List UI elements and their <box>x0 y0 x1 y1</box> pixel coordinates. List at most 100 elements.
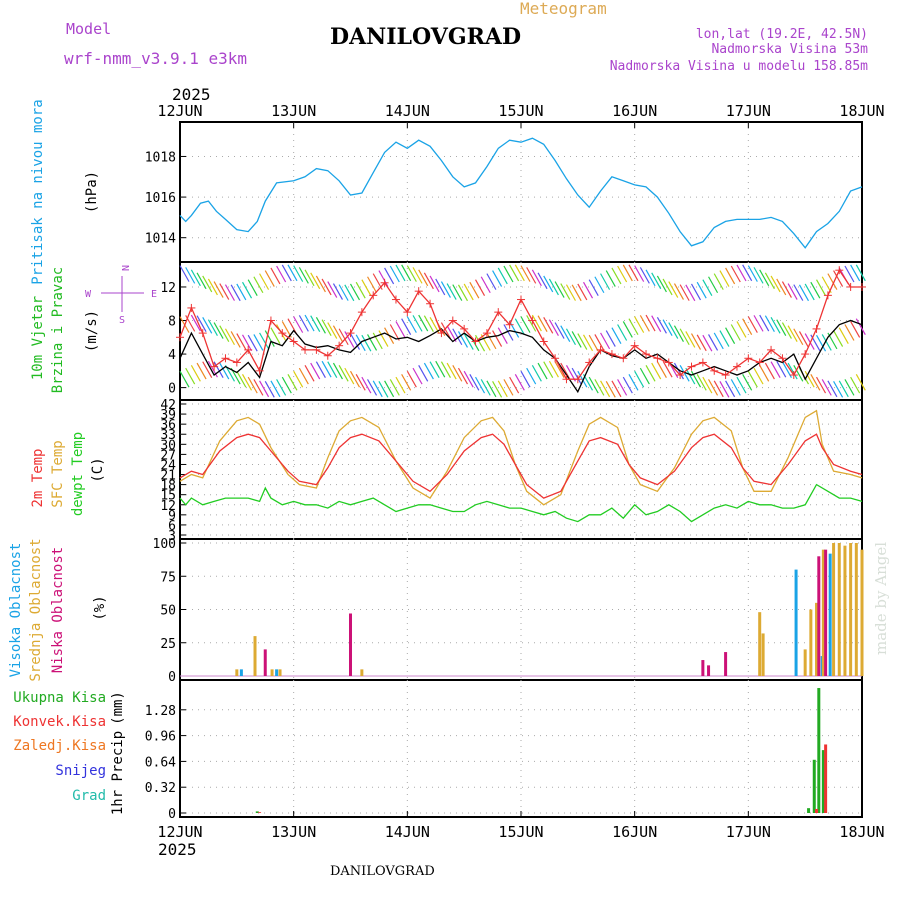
wind-direction-arrow <box>304 365 315 382</box>
wind-direction-arrow <box>412 315 423 332</box>
wind-direction-arrow <box>526 267 537 284</box>
wind-direction-arrow <box>514 374 525 391</box>
wind-direction-arrow <box>531 314 542 332</box>
wind-direction-arrow <box>202 361 213 378</box>
cloud-bar-low <box>701 660 705 676</box>
wind-direction-arrow <box>628 318 639 336</box>
wind-direction-arrow <box>321 278 332 296</box>
wind-direction-arrow <box>327 281 338 298</box>
cloud-bar-low <box>724 652 728 676</box>
pressure-ylabel: Pritisak na nivou mora <box>30 99 46 284</box>
wind-direction-arrow <box>571 367 582 385</box>
wind-direction-arrow <box>264 380 275 398</box>
y-tick-label: 24 <box>160 458 176 473</box>
wind-direction-arrow <box>708 276 719 294</box>
wind-direction-arrow <box>457 284 469 302</box>
bottom-x-tick-label: 17JUN <box>726 823 771 841</box>
wind-direction-arrow <box>645 365 656 382</box>
wind-direction-arrow <box>588 279 599 297</box>
wind-direction-arrow <box>446 362 457 380</box>
wind-direction-arrow <box>605 380 616 398</box>
wind-direction-arrow <box>742 374 753 391</box>
wind-direction-arrow <box>588 376 599 394</box>
wind-direction-arrow <box>770 275 781 293</box>
wind-direction-arrow <box>543 317 554 334</box>
wind-direction-arrow <box>833 270 844 287</box>
wind-direction-arrow <box>713 332 724 350</box>
wind-direction-arrow <box>634 265 645 282</box>
top-x-tick-label: 18JUN <box>839 102 884 120</box>
wind-direction-arrow <box>281 264 292 282</box>
wind-direction-arrow <box>207 278 218 296</box>
wind-speed-line <box>179 319 863 394</box>
wind-direction-arrow <box>645 314 656 332</box>
wind-direction-arrow <box>804 283 815 301</box>
bottom-x-tick-label: 14JUN <box>385 823 430 841</box>
wind-direction-arrow <box>622 264 633 282</box>
cloud-unit: (%) <box>92 595 108 620</box>
y-tick-label: 1.28 <box>145 704 176 719</box>
wind-direction-arrow <box>315 275 326 293</box>
wind-direction-arrow <box>480 276 491 294</box>
wind-direction-arrow <box>628 264 639 282</box>
wind-direction-arrow <box>747 316 758 333</box>
wind-direction-arrow <box>202 275 213 293</box>
y-tick-label: 18 <box>160 479 176 494</box>
wind-direction-arrow <box>708 379 719 396</box>
wind-direction-arrow <box>571 331 582 348</box>
wind-direction-arrow <box>793 284 804 301</box>
wind-direction-arrow <box>816 334 827 352</box>
wind-direction-arrow <box>179 370 190 388</box>
wind-direction-arrow <box>577 283 588 301</box>
wind-direction-arrow <box>207 319 218 336</box>
wind-direction-arrow <box>651 315 662 333</box>
wind-direction-arrow <box>440 361 451 378</box>
wind-direction-arrow <box>492 330 503 347</box>
wind-direction-arrow <box>406 370 417 388</box>
precip-legend: Ukupna Kisa Konvek.Kisa Zaledj.Kisa Snij… <box>13 690 106 804</box>
wind-direction-arrow <box>497 380 508 398</box>
y-tick-label: 15 <box>160 489 176 504</box>
wind-direction-arrow <box>776 278 787 296</box>
wind-direction-arrow <box>213 281 224 298</box>
wind-direction-arrow <box>230 331 241 348</box>
wind-direction-arrow <box>611 327 622 344</box>
y-tick-label: 75 <box>160 570 176 585</box>
precip-bar-total <box>807 808 811 813</box>
y-tick-label: 12 <box>160 499 176 514</box>
wind-direction-arrow <box>639 267 650 284</box>
wind-direction-arrow <box>367 276 378 294</box>
wind-direction-arrow <box>497 267 508 285</box>
wind-direction-arrow <box>503 265 514 283</box>
wind-direction-arrow <box>560 325 571 342</box>
wind-direction-arrow <box>344 367 355 385</box>
wind-direction-arrow <box>349 370 361 388</box>
wind-direction-arrow <box>787 283 798 300</box>
compass-w: W <box>85 289 92 300</box>
model-name: wrf-nmm_v3.9.1 e3km <box>64 49 247 68</box>
model-elevation-label: Nadmorska Visina u modelu 158.85m <box>610 59 868 74</box>
wind-direction-arrow <box>287 264 298 282</box>
cloud-bar-mid <box>278 669 282 676</box>
wind-direction-arrow <box>219 283 230 300</box>
cloud-bar-high <box>794 569 798 676</box>
wind-direction-arrow <box>253 334 264 351</box>
cloud-bar-mid <box>843 545 847 676</box>
wind-direction-arrow <box>423 315 434 333</box>
cloud-ylabel: Visoka Oblacnost <box>8 543 24 678</box>
compass-n: N <box>119 265 130 271</box>
cloud-bar-low <box>824 549 828 676</box>
wind-direction-arrow <box>838 327 849 344</box>
cloud-bar-low <box>707 665 711 676</box>
wind-direction-arrow <box>452 365 463 382</box>
wind-direction-arrow <box>742 264 753 282</box>
watermark: made by Angel <box>872 542 890 655</box>
wind-direction-arrow <box>668 322 679 339</box>
precip-bar-conv <box>815 808 819 813</box>
pressure-panel-frame <box>179 121 863 263</box>
wind-direction-arrow <box>452 284 463 301</box>
y-tick-label: 6 <box>168 519 176 534</box>
wind-direction-arrow <box>259 332 270 350</box>
wind-direction-arrow <box>685 367 696 385</box>
cloud-bar-mid <box>854 543 858 676</box>
